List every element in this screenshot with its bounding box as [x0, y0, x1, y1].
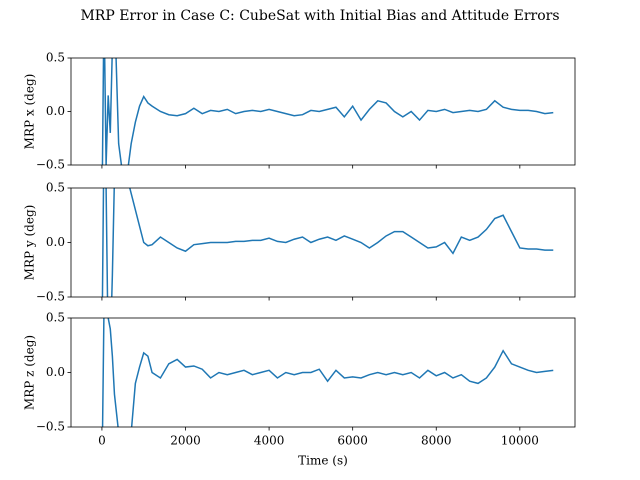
y-tick-label: −0.5: [36, 420, 65, 434]
data-line: [101, 188, 554, 297]
y-axis-label: MRP x (deg): [23, 74, 37, 150]
chart-title: MRP Error in Case C: CubeSat with Initia…: [80, 8, 559, 24]
y-axis-label: MRP z (deg): [23, 335, 37, 410]
y-tick-label: −0.5: [36, 290, 65, 304]
x-tick-label: 4000: [254, 434, 285, 448]
y-tick-label: 0.5: [46, 51, 65, 65]
x-tick-label: 8000: [421, 434, 452, 448]
y-tick-label: 0.0: [46, 104, 65, 118]
y-tick-label: 0.0: [46, 365, 65, 379]
y-tick-label: −0.5: [36, 158, 65, 172]
axes-frame: [70, 187, 576, 298]
x-axis-label: Time (s): [298, 454, 348, 468]
x-tick-label: 2000: [170, 434, 201, 448]
data-line: [101, 318, 554, 427]
data-line: [101, 58, 554, 165]
x-tick-label: 10000: [501, 434, 539, 448]
x-tick-label: 6000: [337, 434, 368, 448]
y-tick-label: 0.5: [46, 181, 65, 195]
y-tick-label: 0.0: [46, 235, 65, 249]
x-tick-label: 0: [98, 434, 106, 448]
axes-frame: [70, 57, 576, 166]
y-tick-label: 0.5: [46, 311, 65, 325]
y-axis-label: MRP y (deg): [23, 205, 37, 281]
axes-frame: [70, 317, 576, 428]
